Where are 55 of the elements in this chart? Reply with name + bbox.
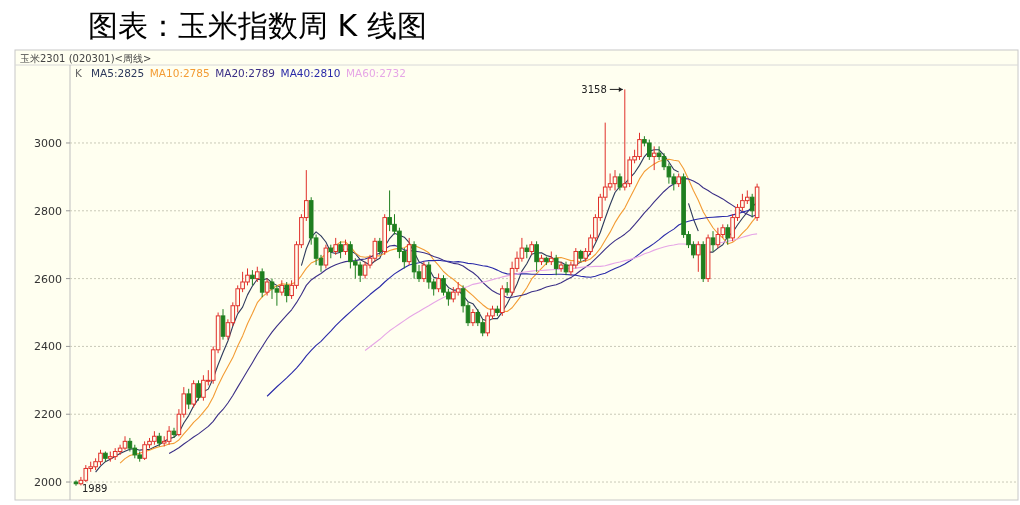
candlestick bbox=[500, 284, 505, 317]
text: MA60:2732 bbox=[346, 67, 406, 79]
candlestick bbox=[700, 240, 706, 283]
candlestick bbox=[749, 193, 755, 219]
candlestick bbox=[362, 261, 368, 280]
candlestick bbox=[411, 240, 417, 280]
candlestick bbox=[617, 173, 623, 191]
candlestick bbox=[539, 254, 544, 266]
candlestick bbox=[264, 278, 270, 297]
candlestick bbox=[122, 435, 128, 451]
text: MA40:2810 bbox=[280, 67, 341, 79]
candlestick bbox=[558, 261, 564, 273]
candlestick bbox=[269, 278, 275, 300]
y-tick-label: 2600 bbox=[34, 272, 62, 286]
text: MA20:2789 bbox=[215, 67, 276, 79]
candlestick bbox=[220, 308, 226, 341]
candlestick bbox=[377, 237, 383, 256]
line-series bbox=[168, 178, 758, 455]
candlestick bbox=[651, 145, 657, 171]
text: 玉米2301 (020301)<周线> bbox=[20, 53, 152, 64]
candlestick bbox=[705, 234, 711, 283]
candlestick bbox=[529, 240, 534, 256]
annotation: 3158 bbox=[581, 84, 607, 96]
candlestick bbox=[534, 240, 539, 273]
candlestick bbox=[73, 479, 79, 487]
candlestick bbox=[549, 250, 554, 266]
candlestick bbox=[279, 279, 285, 297]
candlestick bbox=[509, 261, 515, 297]
candlestick bbox=[612, 169, 618, 191]
annotation: 1989 bbox=[82, 482, 108, 494]
candlestick bbox=[323, 244, 329, 269]
candlestick bbox=[196, 379, 201, 402]
y-tick-label: 2800 bbox=[34, 204, 62, 218]
candlestick bbox=[676, 173, 681, 188]
chart-title: 图表：玉米指数周 K 线图 bbox=[88, 8, 427, 43]
y-tick-label: 2200 bbox=[34, 408, 62, 422]
annotation: K bbox=[75, 67, 83, 79]
candlestick bbox=[696, 240, 701, 273]
candlestick bbox=[117, 444, 123, 456]
candlestick bbox=[166, 425, 172, 446]
candlestick bbox=[274, 284, 280, 307]
candlestick bbox=[127, 437, 133, 453]
y-tick-label: 2400 bbox=[34, 340, 62, 354]
candlestick bbox=[372, 237, 378, 263]
candlestick bbox=[421, 261, 427, 283]
y-tick-label: 2000 bbox=[34, 476, 62, 490]
candlestick bbox=[710, 230, 716, 252]
y-tick-label: 3000 bbox=[34, 136, 62, 150]
text: MA5:2825 bbox=[91, 67, 145, 79]
candlestick bbox=[563, 261, 569, 276]
candlestick bbox=[715, 227, 721, 249]
candlestick bbox=[470, 308, 476, 327]
candlestick bbox=[754, 183, 760, 222]
text: MA10:2785 bbox=[149, 67, 210, 79]
candlestick bbox=[382, 213, 387, 256]
